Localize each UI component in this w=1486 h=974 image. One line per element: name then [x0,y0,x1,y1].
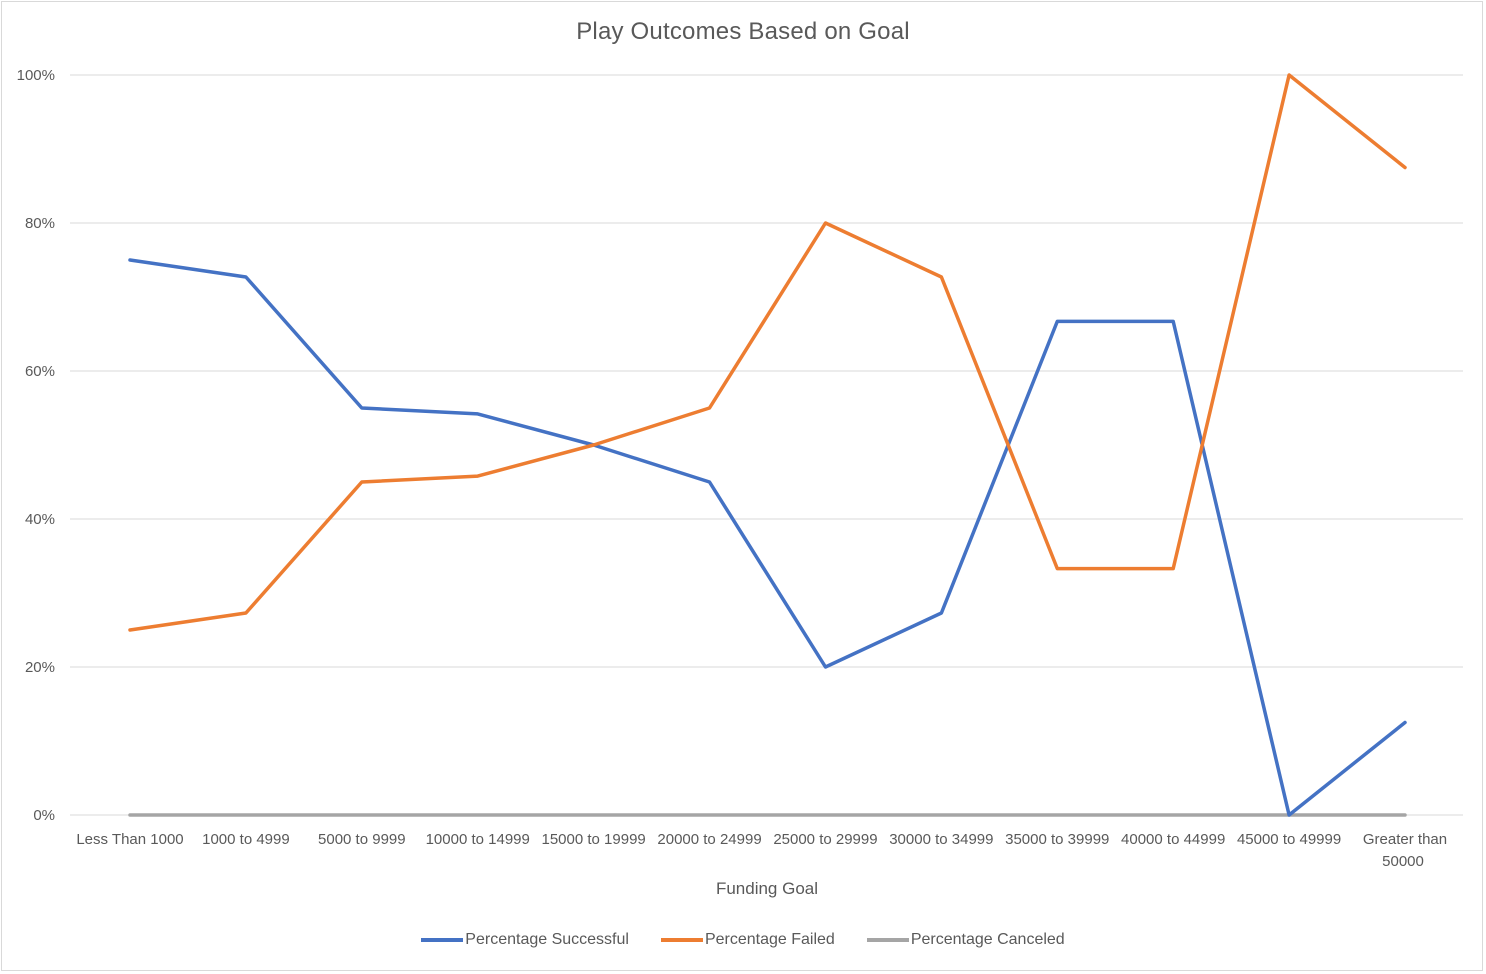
gridlines [70,74,1463,816]
x-tick-label: 40000 to 44999 [1121,831,1225,848]
x-tick-label: 15000 to 19999 [541,831,645,848]
x-tick-label: 20000 to 24999 [657,831,761,848]
legend-item: Percentage Failed [660,931,835,949]
series-lines [128,73,1407,817]
legend-swatch [421,938,464,942]
y-tick-label: 20% [25,659,55,676]
legend: Percentage Successful Percentage Failed Pe… [0,931,1486,949]
legend-swatch [866,938,909,942]
x-tick-label: 45000 to 49999 [1237,831,1341,848]
x-tick-label: 30000 to 34999 [889,831,993,848]
series-line-percentage-successful [128,258,1407,817]
x-tick-label: 1000 to 4999 [202,831,290,848]
x-tick-label: 10000 to 14999 [426,831,530,848]
x-tick-label: 35000 to 39999 [1005,831,1109,848]
y-tick-label: 60% [25,363,55,380]
chart-title: Play Outcomes Based on Goal [576,18,910,45]
legend-label: Percentage Failed [704,931,835,948]
legend-label: Percentage Successful [465,931,629,948]
legend-item: Percentage Canceled [866,931,1065,949]
y-tick-label: 100% [17,67,55,84]
legend-item: Percentage Successful [421,931,629,949]
x-tick-label: 5000 to 9999 [318,831,406,848]
series-line-percentage-failed [128,73,1407,632]
y-tick-label: 40% [25,511,55,528]
x-axis-ticks: Less Than 1000 1000 to 4999 5000 to 9999 10… [76,831,1447,870]
legend-label: Percentage Canceled [910,931,1065,948]
x-tick-label: 25000 to 29999 [773,831,877,848]
legend-swatch [660,938,703,942]
x-axis-title: Funding Goal [715,879,819,898]
x-tick-label: Greater than 50000 [1363,831,1447,870]
y-axis-ticks: 0% 20% 40% 60% 80% 100% [17,67,55,824]
x-tick-label: Less Than 1000 [76,831,183,848]
y-tick-label: 80% [25,215,55,232]
y-tick-label: 0% [33,807,55,824]
